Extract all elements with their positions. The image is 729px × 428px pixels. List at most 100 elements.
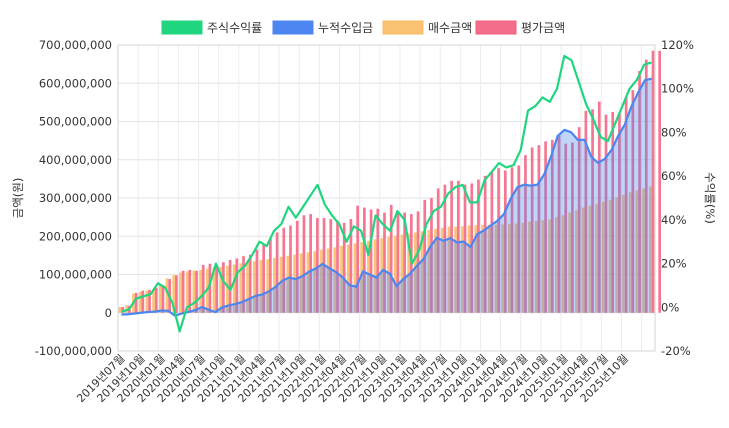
valuation-amount-bar (651, 50, 655, 313)
valuation-amount-bar (215, 266, 219, 313)
valuation-amount-bar (503, 170, 507, 313)
purchase-amount-bar (521, 222, 525, 313)
purchase-amount-bar (333, 247, 337, 313)
valuation-amount-bar (658, 50, 662, 313)
valuation-amount-bar (436, 188, 440, 313)
purchase-amount-bar (414, 232, 417, 313)
purchase-amount-bar (554, 217, 558, 313)
purchase-amount-bar (561, 215, 565, 313)
valuation-amount-bar (255, 249, 259, 313)
purchase-amount-bar (192, 270, 196, 313)
valuation-amount-bar (369, 209, 373, 313)
purchase-amount-bar (286, 255, 290, 313)
purchase-amount-bar (434, 228, 437, 313)
purchase-amount-bar (635, 190, 639, 313)
valuation-amount-bar (316, 217, 319, 313)
y-left-axis-title: 금액(원) (11, 178, 25, 219)
valuation-amount-bar (275, 232, 279, 313)
valuation-amount-bar (631, 90, 635, 313)
y-left-tick-label: -100,000,000 (35, 344, 112, 358)
valuation-amount-bar (262, 244, 266, 313)
legend-swatch-return-rate (161, 20, 203, 35)
valuation-amount-bar (208, 263, 212, 313)
valuation-amount-bar (416, 211, 420, 313)
purchase-amount-bar (360, 241, 364, 313)
valuation-amount-bar (242, 256, 245, 313)
valuation-amount-bar (134, 292, 138, 313)
valuation-amount-bar (611, 111, 615, 313)
purchase-amount-bar (232, 264, 236, 313)
valuation-amount-bar (154, 287, 158, 313)
purchase-amount-bar (145, 290, 149, 313)
valuation-amount-bar (396, 211, 400, 313)
legend-swatch-purchase-amount (382, 20, 424, 35)
valuation-amount-bar (577, 127, 581, 313)
purchase-amount-bar (219, 266, 223, 313)
valuation-amount-bar (349, 219, 353, 313)
valuation-amount-bar (530, 147, 534, 313)
y-left-tick-label: 700,000,000 (39, 38, 112, 52)
valuation-amount-bar (141, 290, 145, 313)
valuation-amount-bar (564, 143, 568, 313)
valuation-amount-bar (389, 204, 393, 313)
y-right-axis-title: 수익률(%) (703, 172, 717, 224)
valuation-amount-bar (121, 307, 125, 313)
valuation-amount-bar (470, 183, 474, 313)
purchase-amount-bar (575, 210, 578, 313)
valuation-amount-bar (356, 205, 359, 313)
legend-swatch-valuation-amount (475, 20, 517, 35)
purchase-amount-bar (648, 186, 652, 313)
valuation-amount-bar (309, 214, 312, 313)
valuation-amount-bar (524, 155, 527, 313)
cumulative-income-line (121, 77, 652, 318)
purchase-amount-bar (454, 226, 457, 313)
purchase-amount-bar (440, 227, 444, 313)
lines-layer (121, 54, 652, 333)
valuation-amount-bar (201, 264, 205, 313)
valuation-amount-bar (477, 179, 480, 313)
y-left-tick-label: 0 (105, 306, 112, 320)
valuation-amount-bar (403, 212, 406, 313)
valuation-amount-bar (483, 175, 487, 313)
legend-label-return-rate: 주식수익률 (207, 21, 262, 35)
legend-label-purchase-amount: 매수금액 (428, 21, 472, 35)
y-left-tick-label: 400,000,000 (39, 153, 112, 167)
valuation-amount-bar (295, 220, 299, 313)
purchase-amount-bar (615, 197, 619, 313)
valuation-amount-bar (302, 215, 306, 313)
valuation-amount-bar (490, 171, 494, 313)
purchase-amount-bar (259, 259, 263, 313)
purchase-amount-bar (199, 269, 202, 313)
valuation-amount-bar (618, 113, 621, 313)
purchase-amount-bar (367, 240, 370, 313)
purchase-amount-bar (494, 224, 498, 313)
axes-layer: -100,000,000 0 100,000,000 200,000,000 300,0… (11, 38, 717, 405)
purchase-amount-bar (380, 238, 384, 313)
y-left-tick-label: 500,000,000 (39, 115, 112, 129)
legend-label-valuation-amount: 평가금액 (521, 21, 565, 35)
valuation-amount-bar (604, 114, 608, 313)
y-right-tick-label: 40% (661, 213, 687, 227)
purchase-amount-bar (568, 212, 572, 313)
purchase-amount-bar (601, 201, 605, 313)
purchase-amount-bar (306, 252, 310, 313)
valuation-amount-bar (235, 258, 239, 313)
purchase-amount-bar (239, 263, 243, 313)
purchase-amount-bar (407, 233, 410, 313)
purchase-amount-bar (427, 230, 431, 313)
purchase-amount-bar (628, 192, 632, 313)
purchase-amount-bar (528, 221, 531, 313)
y-right-tick-label: 0% (661, 300, 679, 314)
valuation-amount-bar (456, 180, 460, 313)
purchase-amount-bar (138, 291, 142, 313)
valuation-amount-bar (383, 212, 386, 313)
purchase-amount-bar (608, 199, 612, 313)
valuation-amount-bar (363, 207, 366, 313)
valuation-amount-bar (228, 259, 232, 313)
valuation-amount-bar (289, 225, 292, 313)
valuation-amount-bar (624, 96, 628, 313)
valuation-amount-bar (597, 101, 601, 313)
valuation-amount-bar (161, 285, 165, 313)
valuation-amount-bar (584, 110, 588, 313)
